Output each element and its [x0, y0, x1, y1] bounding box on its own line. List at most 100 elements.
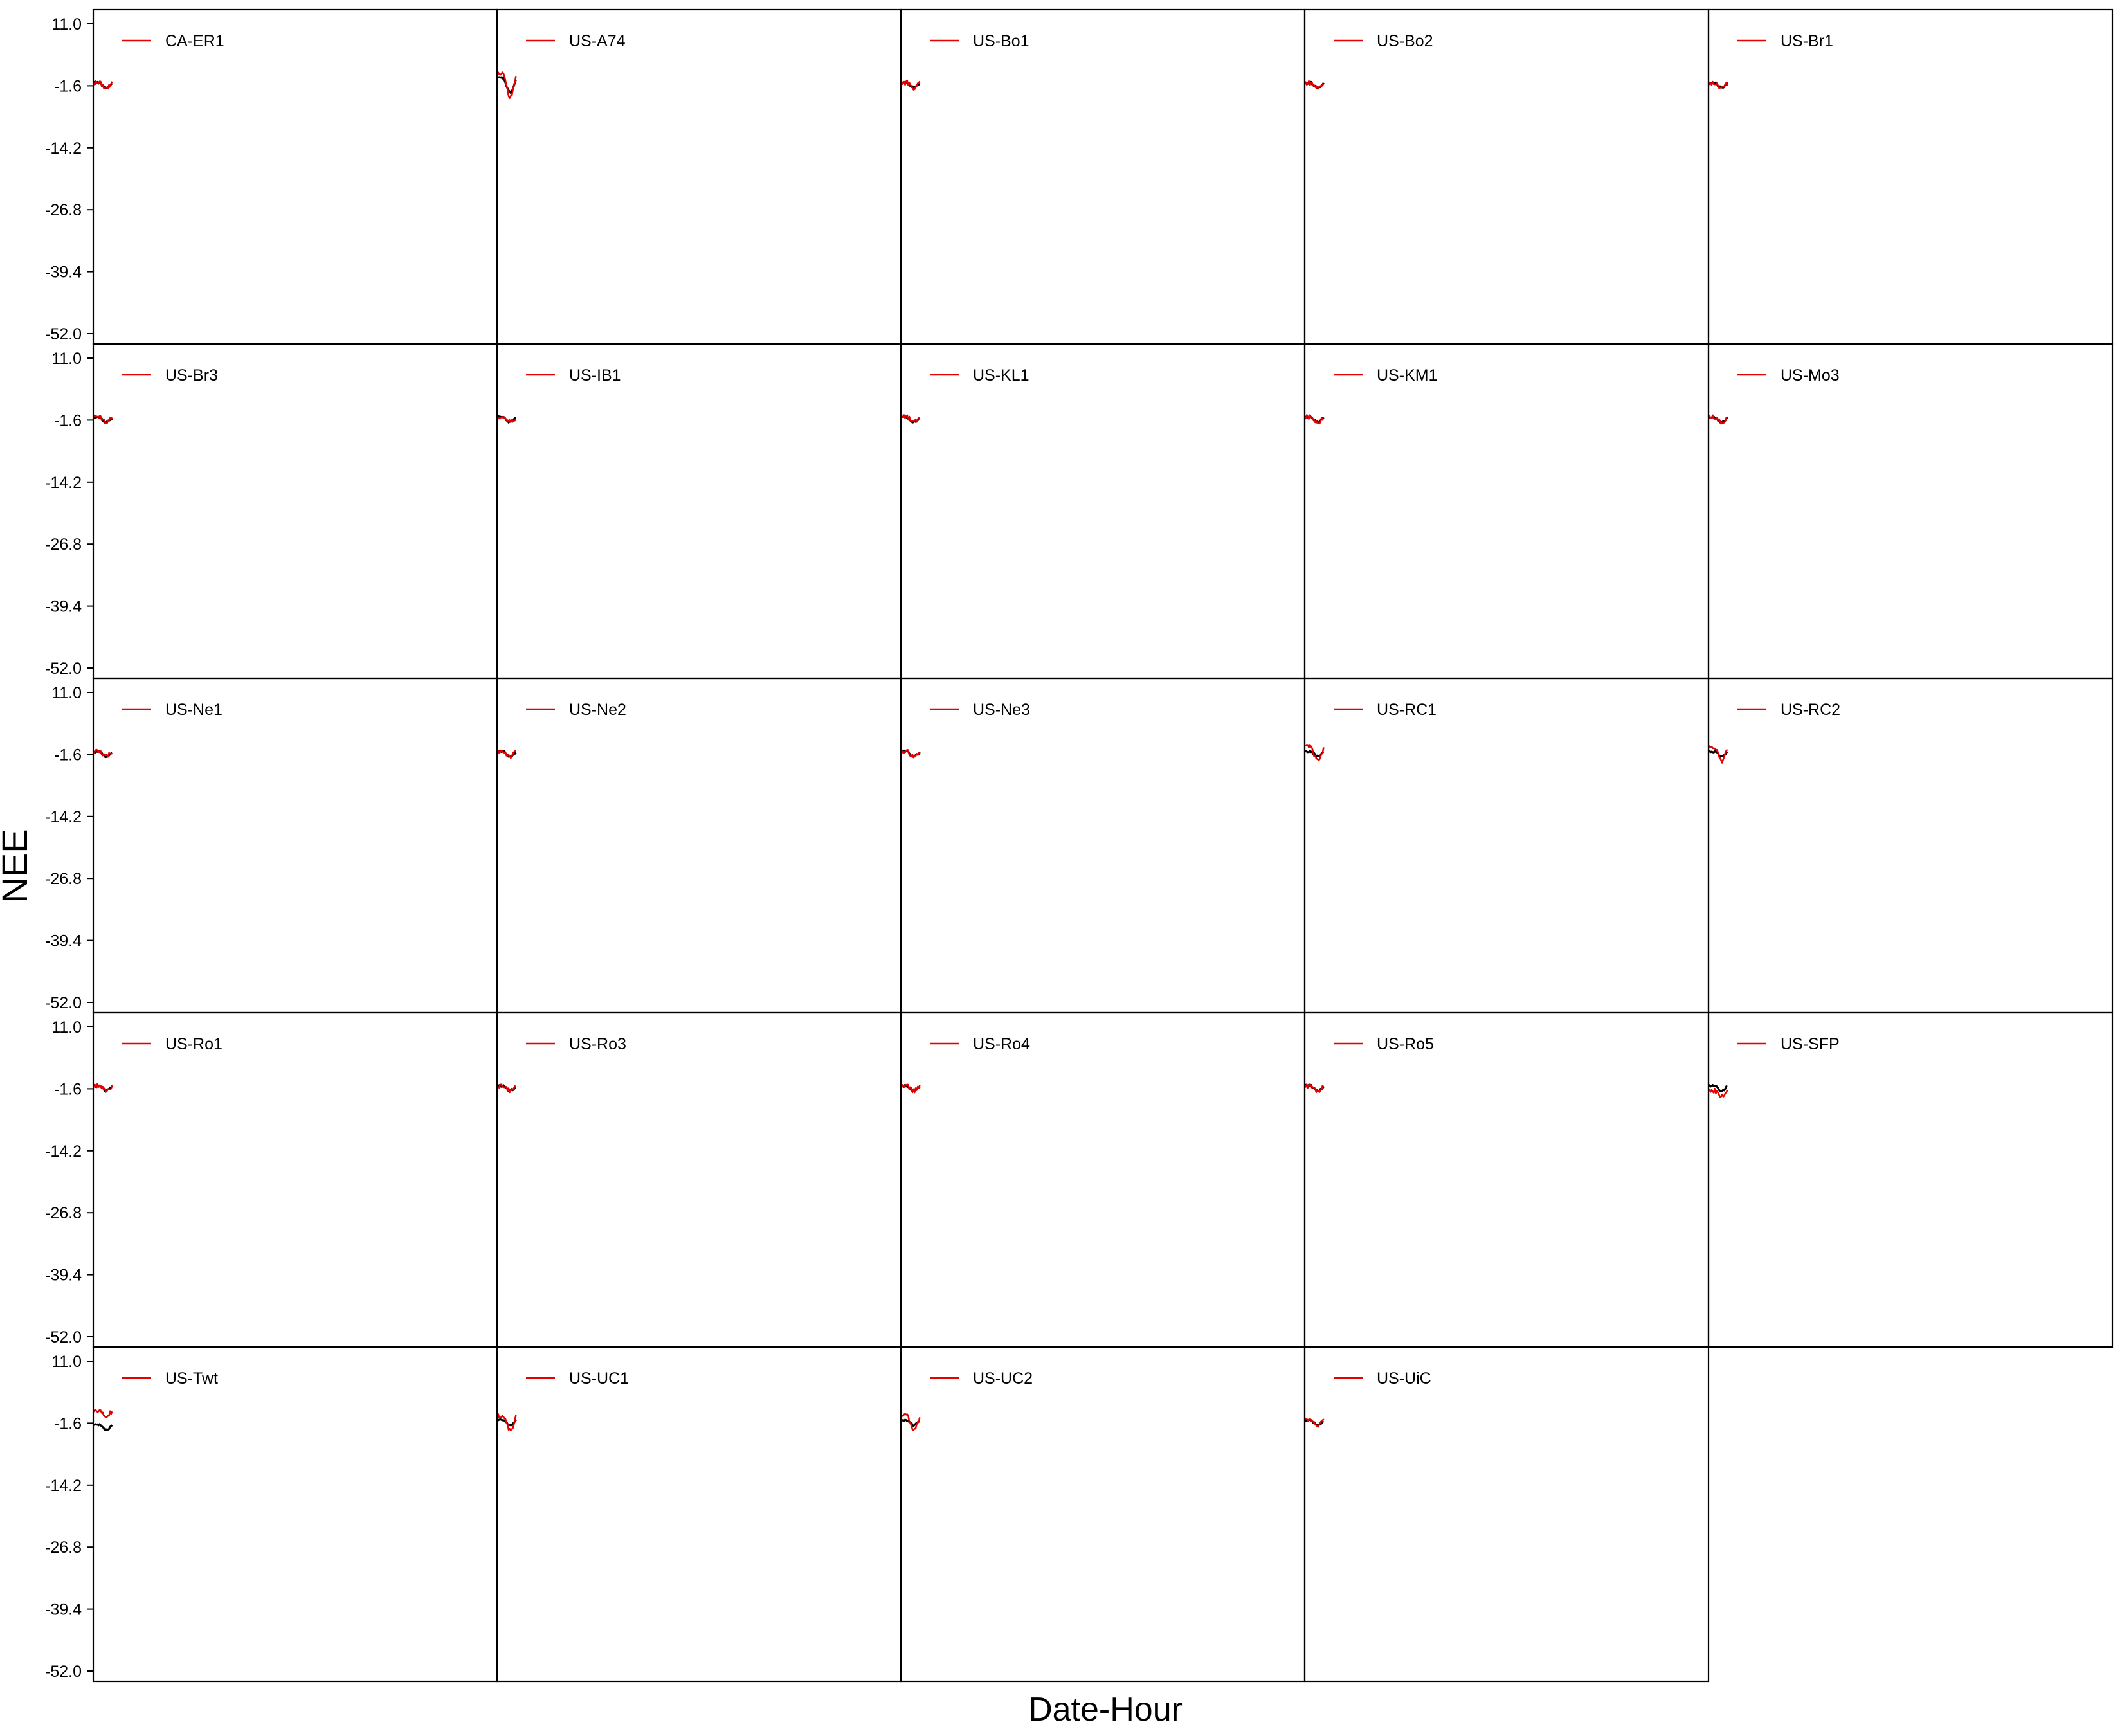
y-tick-label: -14.2 — [45, 1477, 82, 1495]
y-tick-label: -52.0 — [45, 1328, 82, 1346]
y-tick-label: 11.0 — [51, 684, 82, 702]
model-series-line — [93, 415, 113, 425]
legend-label: US-Mo3 — [1781, 366, 1840, 384]
y-tick-label: -14.2 — [45, 808, 82, 826]
model-series-line — [901, 414, 921, 423]
panel-us-twt: US-Twt — [92, 1346, 498, 1683]
model-series-line — [901, 1413, 921, 1431]
legend-label: US-UC2 — [973, 1370, 1033, 1388]
panel-lines — [1305, 414, 1325, 425]
y-tick-label: -1.6 — [54, 1415, 82, 1433]
y-tick-label: -39.4 — [45, 264, 82, 282]
legend-label: US-Ro3 — [569, 1035, 626, 1053]
model-series-line — [1709, 80, 1728, 89]
y-tick-label: 11.0 — [51, 350, 82, 368]
y-tick-label: -14.2 — [45, 1143, 82, 1161]
panel-lines — [901, 749, 921, 759]
observed-series-line — [93, 1423, 113, 1431]
y-tick-label: -1.6 — [54, 77, 82, 95]
x-axis-title: Date-Hour — [1028, 1691, 1183, 1728]
observed-series-line — [1709, 1084, 1728, 1092]
panel-lines — [901, 1083, 921, 1094]
panel-lines — [901, 80, 921, 91]
y-tick-label: -26.8 — [45, 1539, 82, 1557]
legend-label: CA-ER1 — [165, 32, 224, 50]
y-axes: 11.0 -1.6 -14.2 -26.8 -39.4 -52.0 11.0 -1.6 -14.… — [45, 15, 93, 1681]
legend-label: US-IB1 — [569, 366, 621, 384]
model-series-line — [1305, 414, 1324, 425]
y-axis-title: NEE — [0, 829, 35, 903]
model-series-line — [1305, 80, 1325, 89]
model-series-line — [497, 750, 516, 759]
y-tick-label: -39.4 — [45, 1267, 82, 1285]
y-tick-label: -14.2 — [45, 140, 82, 158]
legend-label: US-KM1 — [1377, 366, 1437, 384]
y-tick-label: -52.0 — [45, 994, 82, 1012]
legend-label: US-RC1 — [1377, 701, 1437, 719]
y-tick-label: -26.8 — [45, 1204, 82, 1222]
model-series-line — [93, 1409, 113, 1418]
legend-label: US-KL1 — [973, 366, 1029, 384]
model-series-line — [93, 748, 113, 758]
panel-frame — [1707, 1011, 2114, 1348]
panel-lines — [93, 80, 113, 89]
panel-lines — [1709, 80, 1728, 89]
panel-lines — [1709, 744, 1728, 764]
y-tick-label: -26.8 — [45, 870, 82, 888]
panel-lines — [901, 1413, 921, 1431]
y-tick-label: -52.0 — [45, 1663, 82, 1681]
panel-lines — [93, 1083, 113, 1093]
panel-us-sfp: US-SFP — [1707, 1011, 2114, 1348]
panel-us-uic: US-UiC — [1303, 1346, 1710, 1683]
model-series-line — [1305, 1083, 1325, 1093]
panel-lines — [497, 1083, 517, 1094]
panel-lines — [1305, 1417, 1325, 1428]
legend-label: US-Ro4 — [973, 1035, 1030, 1053]
y-tick-label: 11.0 — [51, 15, 82, 33]
model-series-line — [901, 1083, 921, 1094]
model-series-line — [497, 1413, 517, 1431]
model-series-line — [1709, 1087, 1728, 1098]
y-axis-row-1: 11.0 -1.6 -14.2 -26.8 -39.4 -52.0 — [45, 15, 93, 343]
y-axis-row-3: 11.0 -1.6 -14.2 -26.8 -39.4 -52.0 — [45, 684, 93, 1012]
model-series-line — [1709, 414, 1728, 425]
model-series-line — [497, 1083, 517, 1094]
y-tick-label: -52.0 — [45, 660, 82, 678]
panel-lines — [1305, 1083, 1325, 1093]
legend-label: US-Twt — [165, 1370, 218, 1388]
y-tick-label: -39.4 — [45, 598, 82, 616]
panel-lines — [901, 414, 921, 424]
y-tick-label: -14.2 — [45, 474, 82, 492]
y-tick-label: -1.6 — [54, 1080, 82, 1098]
y-axis-row-5: 11.0 -1.6 -14.2 -26.8 -39.4 -52.0 — [45, 1353, 93, 1681]
y-tick-label: 11.0 — [51, 1353, 82, 1371]
legend-label: US-Ne3 — [973, 701, 1030, 719]
panel-lines — [93, 748, 113, 759]
legend-label: US-Ne2 — [569, 701, 626, 719]
model-series-line — [93, 1083, 113, 1092]
y-tick-label: -39.4 — [45, 932, 82, 950]
legend-label: US-SFP — [1781, 1035, 1840, 1053]
legend-label: US-Ne1 — [165, 701, 222, 719]
panel-lines — [497, 750, 517, 759]
y-tick-label: -1.6 — [54, 411, 82, 429]
legend-label: US-Bo1 — [973, 32, 1029, 50]
y-axis-row-2: 11.0 -1.6 -14.2 -26.8 -39.4 -52.0 — [45, 350, 93, 678]
legend-label: US-Ro1 — [165, 1035, 222, 1053]
legend-label: US-Br3 — [165, 366, 218, 384]
panel-lines — [1709, 414, 1728, 425]
model-series-line — [1305, 744, 1325, 761]
panel-lines — [1305, 744, 1325, 761]
panel-lines — [497, 71, 517, 99]
panel-lines — [93, 415, 113, 425]
panel-lines — [497, 1413, 517, 1431]
legend-label: US-Br1 — [1781, 32, 1833, 50]
model-series-line — [901, 80, 921, 91]
legend-label: US-UC1 — [569, 1370, 629, 1388]
legend-label: US-Ro5 — [1377, 1035, 1434, 1053]
model-series-line — [497, 415, 517, 423]
panel-lines — [1709, 1084, 1728, 1098]
model-series-line — [93, 80, 113, 89]
model-series-line — [1305, 1417, 1325, 1428]
